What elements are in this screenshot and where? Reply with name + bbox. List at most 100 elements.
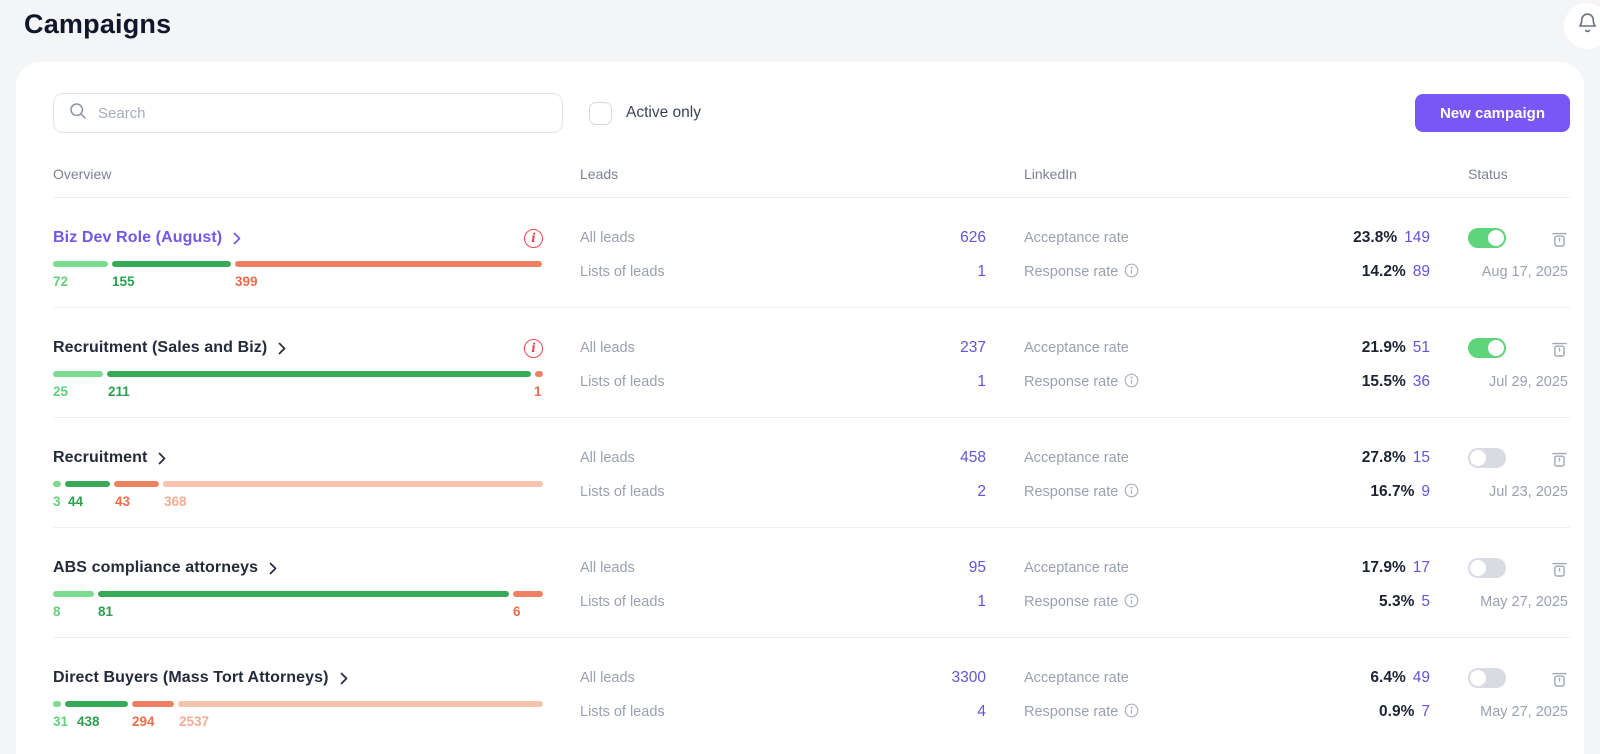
response-count[interactable]: 7 <box>1421 703 1430 720</box>
acceptance-rate-label: Acceptance rate <box>1024 560 1129 576</box>
lists-of-leads-value[interactable]: 1 <box>977 373 986 390</box>
segment-count: 8 <box>53 604 61 619</box>
status-cell: Jul 29, 2025 <box>1464 338 1570 392</box>
progress-labels: 3 44 43 368 <box>53 494 543 511</box>
lists-of-leads-value[interactable]: 1 <box>977 263 986 280</box>
campaign-title-link[interactable]: Recruitment <box>53 449 166 467</box>
column-header-leads: Leads <box>580 166 619 182</box>
info-icon[interactable] <box>1124 263 1139 282</box>
trash-icon[interactable] <box>1551 449 1568 468</box>
response-count[interactable]: 9 <box>1421 483 1430 500</box>
segment-count: 1 <box>534 384 542 399</box>
toggle-knob <box>1488 340 1504 356</box>
lists-of-leads-value[interactable]: 4 <box>977 703 986 720</box>
trash-icon[interactable] <box>1551 559 1568 578</box>
campaign-date: Aug 17, 2025 <box>1481 264 1568 280</box>
progress-bar <box>53 701 544 707</box>
campaign-title-link[interactable]: Biz Dev Role (August) <box>53 229 241 247</box>
campaign-title: Recruitment <box>53 449 148 466</box>
progress-labels: 72 155 399 <box>53 274 543 291</box>
trash-icon[interactable] <box>1551 229 1568 248</box>
leads-cell: All leads 3300 Lists of leads 4 <box>580 668 1024 722</box>
info-icon[interactable] <box>1124 593 1139 612</box>
notifications-button[interactable] <box>1564 3 1600 49</box>
info-icon[interactable] <box>1124 483 1139 502</box>
toolbar: Active only New campaign <box>53 93 1570 133</box>
all-leads-value[interactable]: 3300 <box>951 669 986 686</box>
overview-cell: Biz Dev Role (August) i 72 155 399 <box>53 228 543 291</box>
acceptance-count[interactable]: 51 <box>1412 339 1430 356</box>
active-toggle[interactable] <box>1468 558 1506 578</box>
active-toggle[interactable] <box>1468 668 1506 688</box>
campaign-title: Direct Buyers (Mass Tort Attorneys) <box>53 669 329 686</box>
active-only-checkbox[interactable] <box>589 101 612 125</box>
progress-labels: 25 211 1 <box>53 384 543 401</box>
segment-count: 294 <box>132 714 155 729</box>
active-toggle[interactable] <box>1468 228 1506 248</box>
segment-count: 43 <box>115 494 131 509</box>
lists-of-leads-label: Lists of leads <box>580 484 665 500</box>
progress-labels: 31 438 294 2537 <box>53 714 543 731</box>
search-box[interactable] <box>53 93 563 133</box>
response-count[interactable]: 36 <box>1412 373 1430 390</box>
response-rate-label: Response rate <box>1024 484 1119 500</box>
lists-of-leads-label: Lists of leads <box>580 704 665 720</box>
segment-count: 81 <box>98 604 114 619</box>
active-toggle[interactable] <box>1468 338 1506 358</box>
all-leads-value[interactable]: 458 <box>960 449 986 466</box>
response-rate-pct: 5.3% <box>1379 593 1415 610</box>
progress-segment <box>131 701 175 707</box>
trash-icon[interactable] <box>1551 339 1568 358</box>
linkedin-cell: Acceptance rate 6.4% 49 Response rate 0.9… <box>1024 668 1464 722</box>
linkedin-cell: Acceptance rate 23.8% 149 Response rate 1… <box>1024 228 1464 282</box>
new-campaign-button[interactable]: New campaign <box>1414 94 1570 132</box>
segment-count: 44 <box>68 494 84 509</box>
status-cell: May 27, 2025 <box>1464 558 1570 612</box>
all-leads-value[interactable]: 95 <box>968 559 986 576</box>
toggle-knob <box>1470 560 1486 576</box>
all-leads-label: All leads <box>580 670 635 686</box>
status-cell: May 27, 2025 <box>1464 668 1570 722</box>
progress-segment <box>107 371 532 377</box>
segment-count: 2537 <box>179 714 210 729</box>
alert-icon[interactable]: i <box>524 228 543 248</box>
response-count[interactable]: 5 <box>1421 593 1430 610</box>
linkedin-cell: Acceptance rate 27.8% 15 Response rate 16… <box>1024 448 1464 502</box>
bell-icon <box>1577 12 1598 40</box>
acceptance-rate-label: Acceptance rate <box>1024 670 1129 686</box>
campaign-date: Jul 29, 2025 <box>1488 374 1568 390</box>
active-toggle[interactable] <box>1468 448 1506 468</box>
campaign-title-link[interactable]: ABS compliance attorneys <box>53 559 277 577</box>
response-count[interactable]: 89 <box>1412 263 1430 280</box>
info-icon[interactable] <box>1124 373 1139 392</box>
info-icon[interactable] <box>1124 703 1139 722</box>
segment-count: 6 <box>513 604 521 619</box>
lists-of-leads-value[interactable]: 1 <box>977 593 986 610</box>
alert-icon[interactable]: i <box>524 338 543 358</box>
progress-segment <box>64 481 111 487</box>
lists-of-leads-value[interactable]: 2 <box>977 483 986 500</box>
progress-segment <box>53 261 108 267</box>
linkedin-cell: Acceptance rate 21.9% 51 Response rate 15… <box>1024 338 1464 392</box>
acceptance-count[interactable]: 49 <box>1412 669 1430 686</box>
active-only-label: Active only <box>626 104 701 121</box>
acceptance-count[interactable]: 17 <box>1412 559 1430 576</box>
leads-cell: All leads 237 Lists of leads 1 <box>580 338 1024 392</box>
campaign-title-link[interactable]: Direct Buyers (Mass Tort Attorneys) <box>53 669 348 687</box>
all-leads-label: All leads <box>580 230 635 246</box>
acceptance-count[interactable]: 15 <box>1412 449 1430 466</box>
status-cell: Jul 23, 2025 <box>1464 448 1570 502</box>
campaign-date: May 27, 2025 <box>1480 594 1568 610</box>
response-rate-label: Response rate <box>1024 594 1119 610</box>
acceptance-rate-label: Acceptance rate <box>1024 230 1129 246</box>
search-input[interactable] <box>98 104 547 122</box>
progress-segment <box>53 481 61 487</box>
acceptance-count[interactable]: 149 <box>1404 229 1430 246</box>
all-leads-value[interactable]: 626 <box>960 229 986 246</box>
all-leads-value[interactable]: 237 <box>960 339 986 356</box>
campaign-title-link[interactable]: Recruitment (Sales and Biz) <box>53 339 286 357</box>
segment-count: 25 <box>53 384 69 399</box>
trash-icon[interactable] <box>1551 669 1568 688</box>
lists-of-leads-label: Lists of leads <box>580 594 665 610</box>
